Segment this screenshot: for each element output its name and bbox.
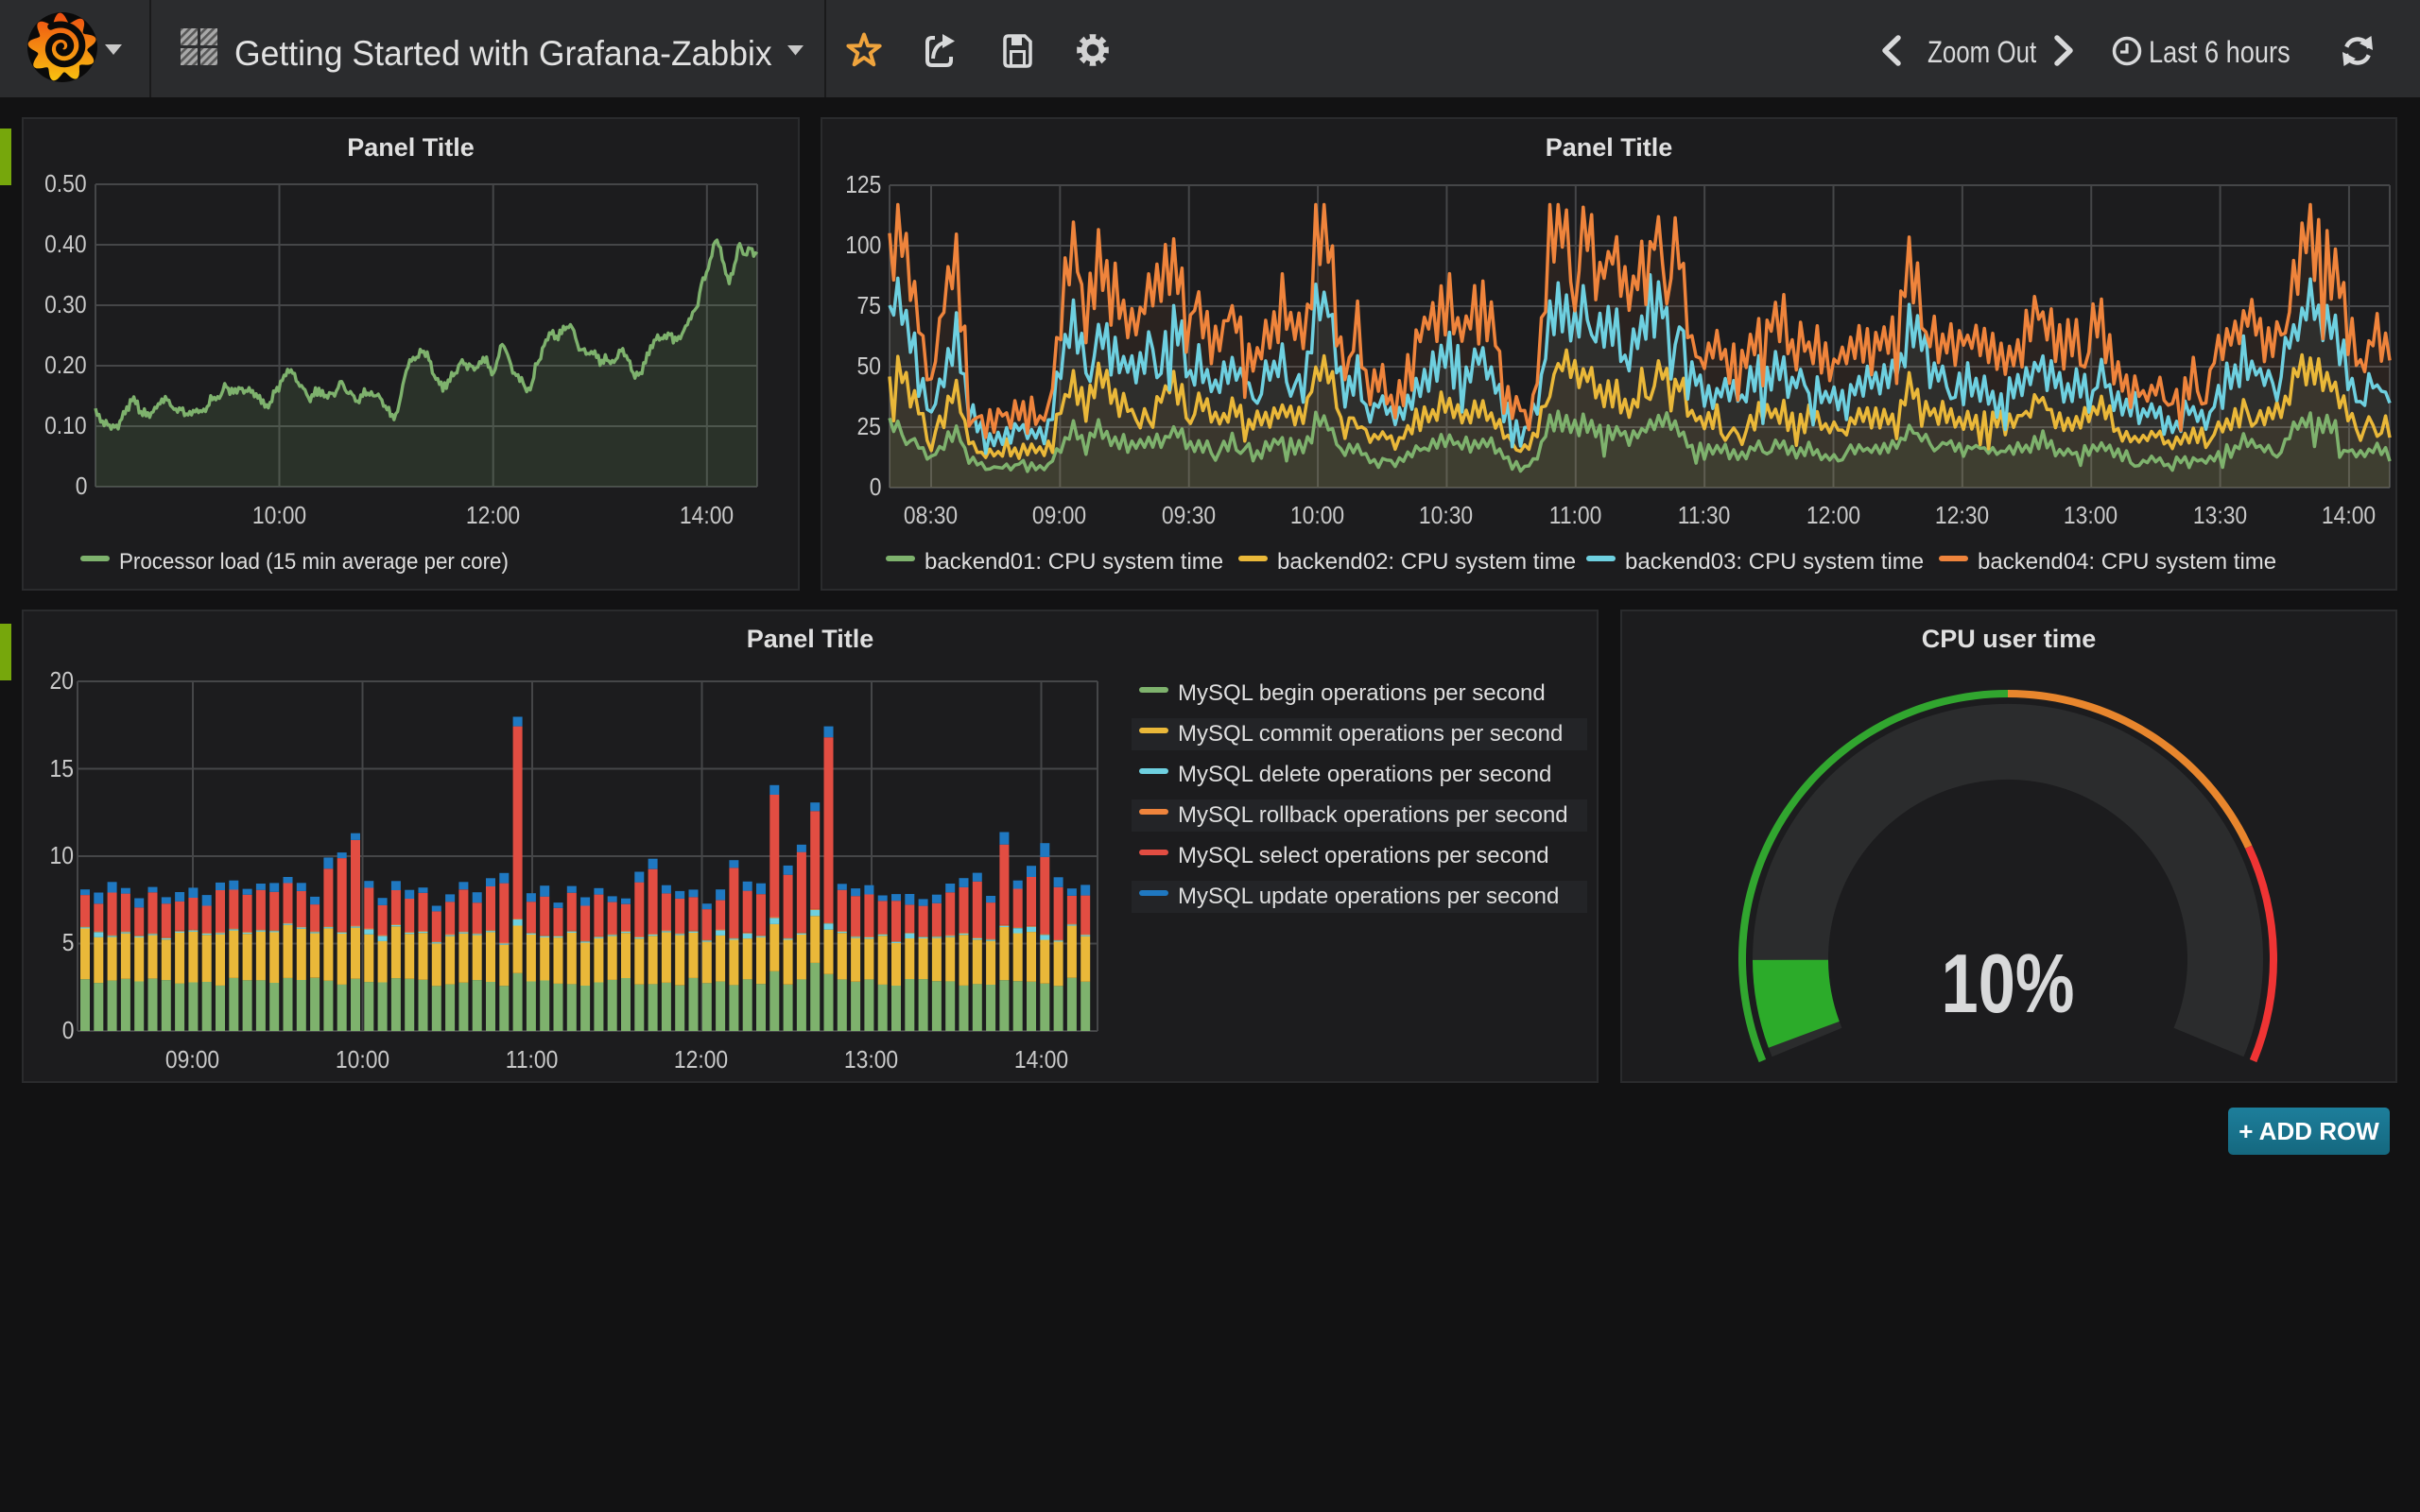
svg-text:10%: 10% [1942, 936, 2075, 1029]
